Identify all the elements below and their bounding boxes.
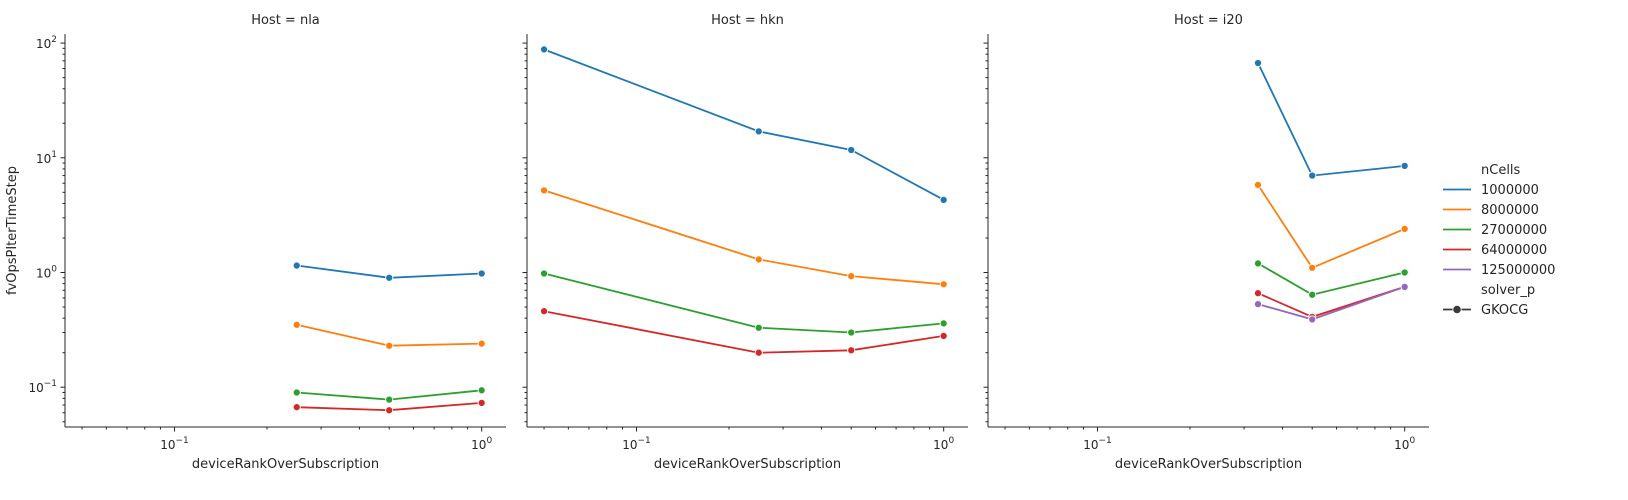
- series-line-27000000: [543, 272, 944, 334]
- series-line-8000000: [543, 189, 944, 286]
- x-tick-label: 10−1: [1083, 436, 1112, 452]
- data-point-125000000: [1253, 300, 1263, 309]
- series-line-64000000: [543, 310, 944, 354]
- x-tick-label: 100: [1394, 436, 1415, 452]
- data-point-125000000: [1308, 315, 1317, 324]
- data-point-64000000: [1253, 289, 1263, 298]
- data-point-27000000: [477, 386, 486, 395]
- data-point-27000000: [939, 319, 948, 328]
- y-tick-label: 102: [36, 35, 57, 51]
- data-point-1000000: [939, 195, 948, 204]
- data-point-8000000: [939, 280, 948, 289]
- x-tick-label: 10−1: [622, 436, 651, 452]
- data-point-1000000: [477, 269, 486, 278]
- series-line-8000000: [1257, 184, 1406, 269]
- x-axis-label: deviceRankOverSubscription: [1115, 457, 1302, 472]
- data-point-8000000: [1308, 263, 1317, 272]
- y-axis-label: fvOpsPIterTimeStep: [5, 166, 20, 295]
- data-point-8000000: [385, 341, 394, 350]
- y-tick-label: 101: [36, 150, 57, 166]
- data-point-8000000: [754, 255, 763, 264]
- x-axis-label: deviceRankOverSubscription: [654, 457, 841, 472]
- data-point-8000000: [1253, 180, 1263, 189]
- data-point-8000000: [292, 320, 301, 329]
- data-point-64000000: [477, 398, 486, 407]
- data-point-27000000: [385, 395, 394, 404]
- panel-2: Host = hkn deviceRankOverSubscription10−1…: [522, 13, 968, 472]
- data-point-27000000: [292, 388, 301, 397]
- x-tick-label: 100: [933, 436, 954, 452]
- x-axis-label: deviceRankOverSubscription: [192, 457, 379, 472]
- data-point-1000000: [1400, 161, 1409, 170]
- legend-label-1000000: 1000000: [1481, 183, 1539, 198]
- y-tick-label: 100: [36, 265, 57, 281]
- data-point-1000000: [1253, 58, 1263, 68]
- data-point-64000000: [847, 346, 856, 355]
- data-point-8000000: [540, 186, 549, 195]
- data-point-27000000: [754, 323, 763, 332]
- data-point-27000000: [1308, 290, 1317, 299]
- data-point-27000000: [1400, 268, 1409, 277]
- legend-label-27000000: 27000000: [1481, 223, 1547, 238]
- y-tick-label: 10−1: [28, 379, 57, 395]
- panel-title: Host = i20: [1174, 13, 1243, 28]
- series-line-27000000: [1257, 262, 1405, 296]
- panel-title: Host = hkn: [711, 13, 784, 28]
- data-point-64000000: [540, 307, 549, 316]
- panel-3: Host = i20 deviceRankOverSubscription10−1…: [983, 13, 1429, 472]
- data-point-8000000: [477, 339, 486, 348]
- series-line-1000000: [1257, 62, 1405, 177]
- data-point-64000000: [754, 348, 763, 357]
- x-tick-label: 100: [471, 436, 492, 452]
- data-point-27000000: [1253, 259, 1263, 268]
- data-point-1000000: [385, 273, 394, 282]
- legend-label-64000000: 64000000: [1481, 243, 1547, 258]
- legend-style-marker: [1452, 304, 1462, 315]
- series-line-1000000: [543, 48, 945, 201]
- data-point-27000000: [847, 328, 856, 337]
- data-point-64000000: [385, 406, 394, 415]
- data-point-27000000: [540, 269, 549, 278]
- legend: nCells 1000000 8000000 27000000 64000000 1250…: [1443, 163, 1555, 318]
- legend-style-label: GKOCG: [1481, 303, 1528, 318]
- data-point-1000000: [847, 145, 856, 155]
- data-point-8000000: [1400, 224, 1409, 233]
- data-point-64000000: [292, 403, 301, 412]
- data-point-1000000: [1308, 171, 1317, 180]
- panel-1: Host = nladeviceRankOverSubscription10−1…: [28, 13, 506, 472]
- data-point-125000000: [1400, 282, 1409, 291]
- legend-label-125000000: 125000000: [1481, 263, 1555, 278]
- x-tick-label: 10−1: [160, 436, 189, 452]
- data-point-1000000: [754, 127, 763, 136]
- data-point-1000000: [292, 261, 301, 270]
- data-point-1000000: [540, 45, 549, 54]
- data-point-8000000: [847, 272, 856, 281]
- legend-hue-title: nCells: [1481, 163, 1521, 178]
- legend-label-8000000: 8000000: [1481, 203, 1539, 218]
- panel-title: Host = nla: [251, 13, 320, 28]
- data-point-64000000: [939, 331, 948, 340]
- legend-style-title: solver_p: [1481, 283, 1535, 298]
